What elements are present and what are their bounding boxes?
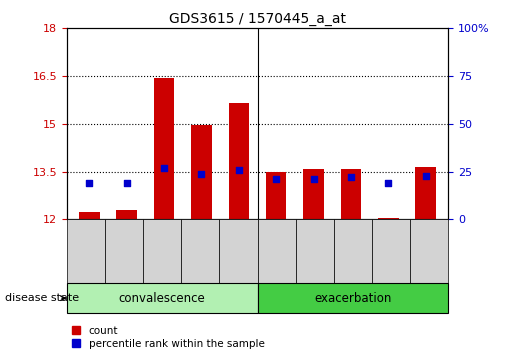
Point xyxy=(235,167,243,173)
Point xyxy=(197,171,205,176)
Text: exacerbation: exacerbation xyxy=(314,292,391,305)
Bar xyxy=(79,211,99,219)
Point xyxy=(310,177,318,182)
Point xyxy=(421,173,430,178)
Point xyxy=(85,180,94,186)
Point xyxy=(160,165,168,171)
Bar xyxy=(303,169,324,219)
Bar xyxy=(416,167,436,219)
Bar xyxy=(116,210,137,219)
Bar xyxy=(378,218,399,219)
Bar xyxy=(266,172,286,219)
Legend: count, percentile rank within the sample: count, percentile rank within the sample xyxy=(72,326,265,349)
Bar xyxy=(340,169,361,219)
Bar xyxy=(229,103,249,219)
Text: convalescence: convalescence xyxy=(119,292,205,305)
Text: disease state: disease state xyxy=(5,293,79,303)
Point xyxy=(272,177,280,182)
Point xyxy=(384,180,392,186)
Bar xyxy=(154,78,175,219)
Bar xyxy=(191,126,212,219)
Point xyxy=(123,180,131,186)
Title: GDS3615 / 1570445_a_at: GDS3615 / 1570445_a_at xyxy=(169,12,346,26)
Point xyxy=(347,175,355,180)
